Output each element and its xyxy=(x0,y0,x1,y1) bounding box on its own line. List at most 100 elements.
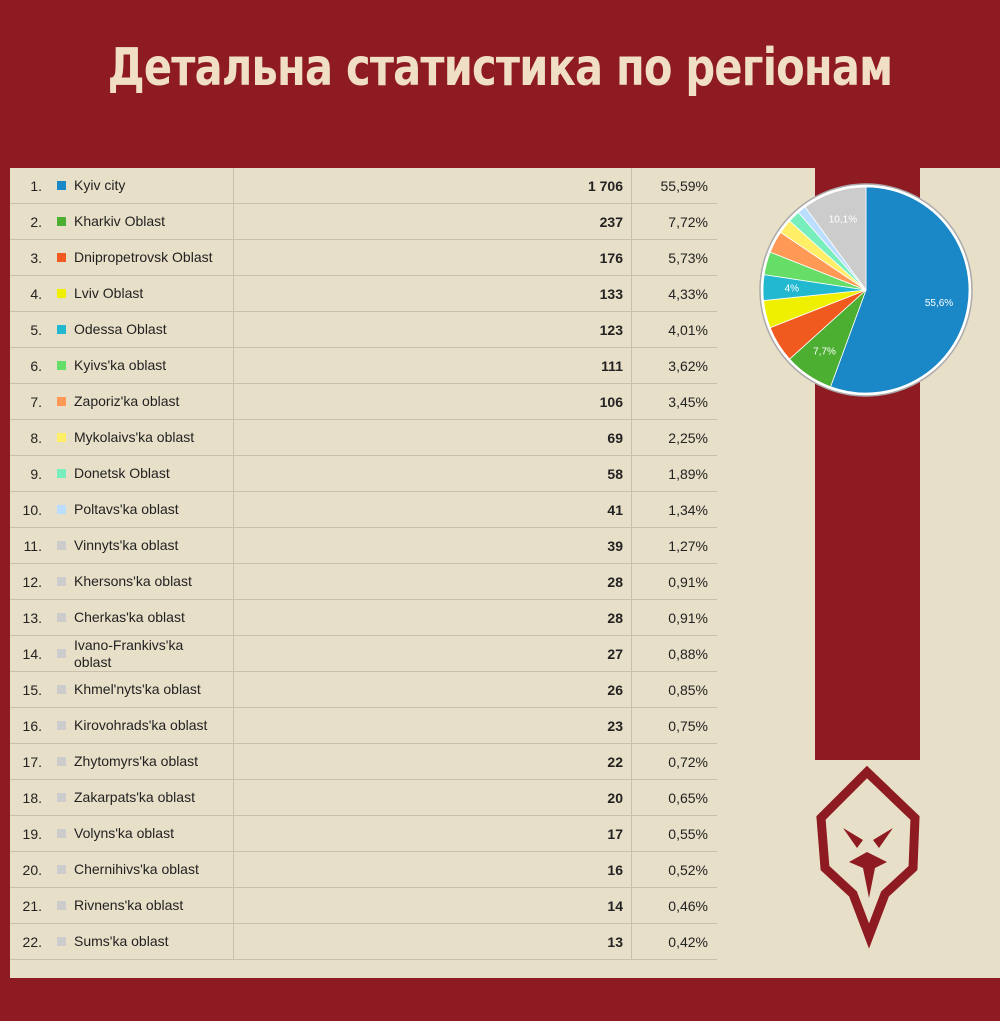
slice-label: 4% xyxy=(785,283,800,294)
region-cell: 9. Donetsk Oblast xyxy=(10,455,234,492)
table-row: 10. Poltavs'ka oblast 41 1,34% xyxy=(10,491,717,528)
rank: 2. xyxy=(30,213,42,230)
rank: 21. xyxy=(22,897,42,914)
rank: 11. xyxy=(23,537,42,554)
swatch xyxy=(57,397,66,407)
count: 1 706 xyxy=(233,168,632,204)
region: Cherkas'ka oblast xyxy=(74,609,185,626)
count: 27 xyxy=(233,635,632,672)
region: Dnipropetrovsk Oblast xyxy=(74,249,213,266)
rank: 18. xyxy=(22,789,42,806)
swatch xyxy=(57,793,66,803)
table-row: 6. Kyivs'ka oblast 111 3,62% xyxy=(10,347,717,384)
swatch xyxy=(57,865,66,875)
swatch xyxy=(57,325,66,335)
percent: 0,65% xyxy=(631,779,717,816)
swatch xyxy=(57,181,66,191)
rank: 7. xyxy=(30,393,42,410)
count: 69 xyxy=(233,419,632,456)
percent: 3,45% xyxy=(631,383,717,420)
region-cell: 12. Khersons'ka oblast xyxy=(10,563,234,600)
count: 14 xyxy=(233,887,632,924)
table-row: 7. Zaporiz'ka oblast 106 3,45% xyxy=(10,383,717,420)
percent: 0,88% xyxy=(631,635,717,672)
chart-panel: 55,6% 7,7% 4% 10,1% xyxy=(717,168,1000,978)
rank: 19. xyxy=(22,825,42,842)
swatch xyxy=(57,469,66,479)
table-row: 21. Rivnens'ka oblast 14 0,46% xyxy=(10,887,717,924)
swatch xyxy=(57,361,66,371)
rank: 10. xyxy=(22,501,42,518)
region: Kharkiv Oblast xyxy=(74,213,166,230)
count: 123 xyxy=(233,311,632,348)
swatch xyxy=(57,937,66,947)
rank: 3. xyxy=(30,249,42,266)
swatch xyxy=(57,433,66,443)
region: Zakarpats'ka oblast xyxy=(74,789,195,806)
region-cell: 21. Rivnens'ka oblast xyxy=(10,887,234,924)
swatch xyxy=(57,613,66,623)
table-row: 5. Odessa Oblast 123 4,01% xyxy=(10,311,717,348)
table-panel: 1. Kyiv city 1 706 55,59% 2. Kharkiv Oblast 23… xyxy=(10,168,717,978)
rank: 9. xyxy=(30,465,42,482)
count: 28 xyxy=(233,563,632,600)
count: 58 xyxy=(233,455,632,492)
percent: 0,85% xyxy=(631,671,717,708)
rank: 13. xyxy=(22,609,42,626)
count: 111 xyxy=(233,347,632,384)
count: 13 xyxy=(233,923,632,960)
swatch xyxy=(57,217,66,227)
region-cell: 15. Khmel'nyts'ka oblast xyxy=(10,671,234,708)
region: Kirovohrads'ka oblast xyxy=(74,717,208,734)
swatch xyxy=(57,829,66,839)
region-cell: 16. Kirovohrads'ka oblast xyxy=(10,707,234,744)
count: 176 xyxy=(233,239,632,276)
percent: 55,59% xyxy=(631,168,717,204)
percent: 0,72% xyxy=(631,743,717,780)
table-row: 11. Vinnyts'ka oblast 39 1,27% xyxy=(10,527,717,564)
percent: 1,27% xyxy=(631,527,717,564)
region-table: 1. Kyiv city 1 706 55,59% 2. Kharkiv Oblast 23… xyxy=(10,168,717,960)
table-row: 1. Kyiv city 1 706 55,59% xyxy=(10,168,717,204)
table-row: 14. Ivano-Frankivs'ka oblast 27 0,88% xyxy=(10,635,717,672)
region-cell: 8. Mykolaivs'ka oblast xyxy=(10,419,234,456)
percent: 1,89% xyxy=(631,455,717,492)
swatch xyxy=(57,505,66,515)
percent: 5,73% xyxy=(631,239,717,276)
region-cell: 7. Zaporiz'ka oblast xyxy=(10,383,234,420)
region-cell: 17. Zhytomyrs'ka oblast xyxy=(10,743,234,780)
percent: 4,01% xyxy=(631,311,717,348)
slice-label: 55,6% xyxy=(925,298,953,309)
table-row: 22. Sums'ka oblast 13 0,42% xyxy=(10,923,717,960)
region: Poltavs'ka oblast xyxy=(74,501,179,518)
slice-label: 7,7% xyxy=(813,346,836,357)
region-cell: 19. Volyns'ka oblast xyxy=(10,815,234,852)
region: Kyivs'ka oblast xyxy=(74,357,167,374)
rank: 14. xyxy=(22,645,42,662)
table-row: 2. Kharkiv Oblast 237 7,72% xyxy=(10,203,717,240)
swatch xyxy=(57,901,66,911)
rank: 4. xyxy=(30,285,42,302)
table-row: 17. Zhytomyrs'ka oblast 22 0,72% xyxy=(10,743,717,780)
rank: 17. xyxy=(22,753,42,770)
region: Volyns'ka oblast xyxy=(74,825,174,842)
rank: 16. xyxy=(22,717,42,734)
swatch xyxy=(57,721,66,731)
rank: 15. xyxy=(22,681,42,698)
table-row: 18. Zakarpats'ka oblast 20 0,65% xyxy=(10,779,717,816)
pie-slice xyxy=(830,186,970,394)
percent: 0,75% xyxy=(631,707,717,744)
count: 16 xyxy=(233,851,632,888)
swatch xyxy=(57,757,66,767)
region: Donetsk Oblast xyxy=(74,465,170,482)
percent: 0,55% xyxy=(631,815,717,852)
count: 133 xyxy=(233,275,632,312)
pie-slice xyxy=(804,186,867,292)
percent: 3,62% xyxy=(631,347,717,384)
count: 39 xyxy=(233,527,632,564)
region-cell: 1. Kyiv city xyxy=(10,168,234,204)
slice-label: 10,1% xyxy=(829,215,857,226)
region-cell: 22. Sums'ka oblast xyxy=(10,923,234,960)
swatch xyxy=(57,253,66,263)
rank: 1. xyxy=(30,177,42,194)
